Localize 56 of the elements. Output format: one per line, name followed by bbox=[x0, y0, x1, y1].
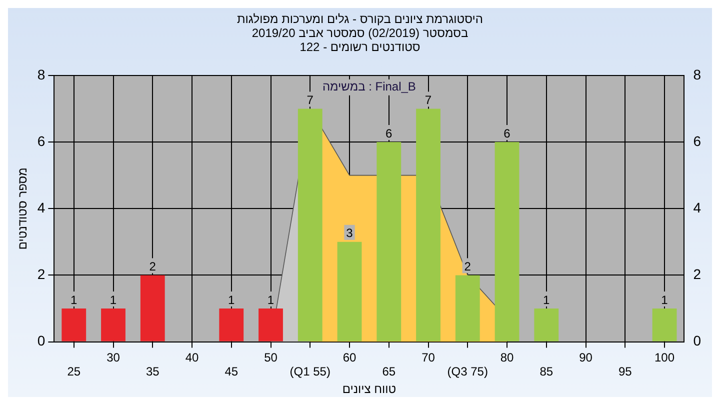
bar bbox=[140, 275, 165, 342]
data-label: 1 bbox=[267, 292, 274, 307]
x-tick-label: 40 bbox=[185, 350, 199, 364]
x-tick-label: 65 bbox=[382, 364, 396, 379]
bar bbox=[652, 308, 677, 342]
x-tick-label: 85 bbox=[540, 364, 554, 379]
bar bbox=[416, 108, 440, 342]
chart-subtitle: בסמסטר (02/2019) סמסטר אביב 2019/20 סטודנטים רשומים - 122 bbox=[250, 26, 470, 54]
x-tick-label: (Q3 75) bbox=[447, 364, 488, 379]
bar bbox=[455, 275, 480, 342]
x-tick-label: 70 bbox=[422, 350, 436, 364]
data-label: 1 bbox=[110, 292, 117, 307]
bar bbox=[258, 308, 283, 342]
y-tick-label: 6 bbox=[37, 132, 46, 149]
data-label: 2 bbox=[149, 260, 156, 274]
x-tick-label: 90 bbox=[579, 350, 593, 364]
y2-tick-label: 0 bbox=[693, 332, 702, 349]
bar bbox=[376, 142, 402, 342]
x-tick-label: 35 bbox=[146, 364, 160, 379]
data-label: 3 bbox=[346, 226, 354, 240]
y2-tick-label: 6 bbox=[693, 132, 702, 149]
bar bbox=[101, 308, 126, 342]
x-tick-label: 100 bbox=[654, 350, 675, 364]
x-tick-label: 25 bbox=[67, 364, 81, 379]
chart-title: היסטוגרמת ציונים בקורס - גלים ומערכות מפולגות bbox=[236, 12, 484, 26]
data-label: 2 bbox=[464, 260, 472, 274]
data-label: 1 bbox=[661, 292, 668, 307]
bar bbox=[337, 242, 362, 342]
data-label: 6 bbox=[504, 126, 511, 140]
data-label: 1 bbox=[70, 292, 78, 307]
data-label: 6 bbox=[386, 126, 393, 140]
bar bbox=[494, 142, 520, 342]
y-tick-label: 2 bbox=[37, 266, 46, 282]
data-label: 7 bbox=[424, 93, 432, 108]
x-tick-label: 60 bbox=[342, 350, 357, 364]
bar bbox=[62, 308, 86, 342]
x-tick-label: 95 bbox=[618, 364, 632, 379]
x-tick-label: 50 bbox=[264, 350, 278, 364]
x-tick-label: 30 bbox=[106, 350, 120, 364]
bar bbox=[534, 308, 559, 342]
annotation: במשימה : Final_B bbox=[322, 80, 416, 94]
y-tick-label: 8 bbox=[37, 66, 46, 82]
y2-tick-label: 4 bbox=[693, 199, 702, 216]
y2-tick-label: 2 bbox=[693, 266, 702, 282]
y2-tick-label: 8 bbox=[693, 66, 702, 82]
x-axis-title: טווח ציונים bbox=[342, 382, 396, 396]
data-label: 1 bbox=[228, 292, 236, 307]
y-tick-label: 0 bbox=[37, 332, 46, 349]
bar bbox=[219, 308, 244, 342]
data-label: 7 bbox=[306, 93, 314, 108]
x-tick-label: (Q1 55) bbox=[290, 364, 330, 379]
y-tick-label: 4 bbox=[37, 199, 46, 216]
x-tick-label: 80 bbox=[500, 350, 514, 364]
data-label: 1 bbox=[543, 292, 550, 307]
y-axis-title: מספר סטודנטים bbox=[16, 168, 30, 250]
x-tick-label: 45 bbox=[224, 364, 238, 379]
